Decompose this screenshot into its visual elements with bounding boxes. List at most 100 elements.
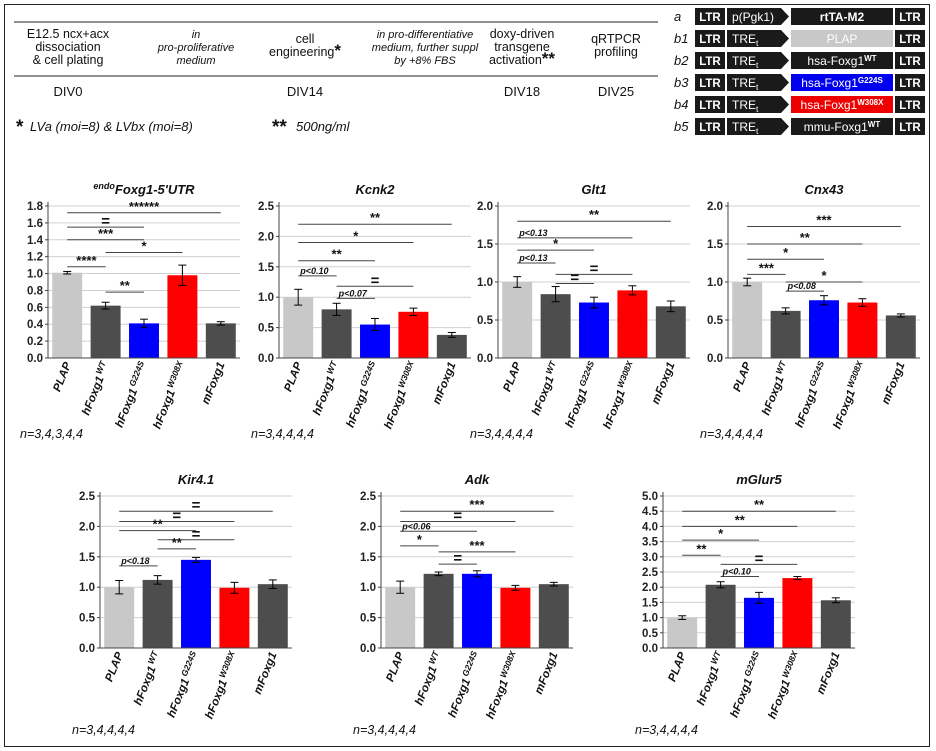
sample-size-label: n=3,4,3,4,4 xyxy=(20,427,83,441)
significance-label: ** xyxy=(800,230,811,245)
ltr-right-box xyxy=(895,30,925,47)
category-base: hFoxg1 xyxy=(383,388,409,430)
bar xyxy=(398,311,429,358)
y-tick-label: 1.0 xyxy=(79,582,95,594)
chart-title: Glt1 xyxy=(581,182,606,197)
y-tick-label: 1.5 xyxy=(79,552,96,564)
category-superscript: WT xyxy=(427,649,442,666)
category-base: hFoxg1 xyxy=(447,677,473,719)
y-tick-label: 1.5 xyxy=(477,239,494,251)
ltr-left-box xyxy=(695,74,725,91)
significance-label: ** xyxy=(696,541,707,556)
significance-label: = xyxy=(101,213,110,230)
promoter-label: p(Pgk1) xyxy=(732,10,774,24)
category-base: hFoxg1 xyxy=(114,387,140,429)
bar xyxy=(257,584,288,648)
y-tick-label: 1.2 xyxy=(27,252,43,264)
y-tick-label: 0.6 xyxy=(27,302,43,314)
ltr-right-box xyxy=(895,74,925,91)
y-tick-label: 0.5 xyxy=(360,613,377,625)
y-tick-label: 5.0 xyxy=(642,491,658,503)
significance-label: ** xyxy=(370,210,381,225)
gene-box xyxy=(791,8,893,25)
category-label: hFoxg1WT xyxy=(527,359,562,417)
protocol-step-label: transgene xyxy=(494,40,550,54)
protocol-day: DIV0 xyxy=(54,84,83,99)
category-superscript: G224S xyxy=(358,359,377,388)
category-label: hFoxg1W308X xyxy=(829,358,870,430)
ltr-left-label: LTR xyxy=(699,34,721,46)
category-label: hFoxg1G224S xyxy=(342,359,382,429)
category-base: hFoxg1 xyxy=(832,388,858,430)
bar xyxy=(423,573,454,648)
category-label: hFoxg1WT xyxy=(308,359,343,417)
construct-id: b4 xyxy=(674,97,688,112)
significance-label: p<0.07 xyxy=(338,288,368,298)
category-superscript: G224S xyxy=(460,649,479,678)
y-tick-label: 1.5 xyxy=(707,239,724,251)
significance-label: = xyxy=(192,497,201,514)
category-label: hFoxg1G224S xyxy=(163,649,203,719)
chart-mglur5: mGlur5 0.0 0.5 1.0 1.5 2.0 2.5 3.0 3.5 4.0 4.5 5.0 *… xyxy=(627,468,867,737)
category-superscript: W308X xyxy=(780,648,800,679)
y-tick-label: 0.0 xyxy=(258,353,274,365)
gene-label: rtTA-M2 xyxy=(820,10,865,24)
bar xyxy=(617,290,648,358)
bar xyxy=(500,587,531,648)
category-label: hFoxg1W308X xyxy=(599,358,640,430)
ltr-right-label: LTR xyxy=(899,12,921,24)
bar xyxy=(885,315,916,358)
category-label: hFoxg1W308X xyxy=(764,648,805,720)
chart-svg: Cnx430.00.51.01.52.0**********p<0.08PLAP… xyxy=(700,182,920,441)
bar xyxy=(321,309,352,358)
significance-label: * xyxy=(783,245,789,260)
category-base: hFoxg1 xyxy=(311,375,337,417)
y-tick-label: 2.5 xyxy=(79,491,96,503)
significance-label: *** xyxy=(759,260,775,275)
significance-label: ** xyxy=(172,535,183,550)
category-base: hFoxg1 xyxy=(794,387,820,429)
significance-label: *** xyxy=(816,213,832,228)
category-base: mFoxg1 xyxy=(252,651,280,696)
ltr-left-label: LTR xyxy=(699,78,721,90)
y-tick-label: 1.5 xyxy=(258,262,275,274)
protocol-step-label: dissociation xyxy=(35,40,100,54)
category-label: mFoxg1 xyxy=(252,651,280,696)
significance-label: p<0.10 xyxy=(722,567,751,577)
category-label: PLAP xyxy=(501,360,524,393)
category-label: hFoxg1G224S xyxy=(561,359,601,429)
gene-box xyxy=(791,96,893,113)
sample-size-label: n=3,4,4,4,4 xyxy=(251,427,314,441)
y-tick-label: 3.0 xyxy=(642,552,658,564)
ltr-left-label: LTR xyxy=(699,100,721,112)
y-tick-label: 3.5 xyxy=(642,537,659,549)
category-base: mFoxg1 xyxy=(533,651,561,696)
y-tick-label: 2.0 xyxy=(477,201,493,213)
gene-superscript: WT xyxy=(868,120,881,129)
bar xyxy=(667,617,698,648)
y-tick-label: 0.4 xyxy=(27,319,44,331)
bar xyxy=(167,275,198,358)
significance-label: p<0.06 xyxy=(401,521,431,531)
gene-box xyxy=(791,30,893,47)
footnote-2-text: 500ng/ml xyxy=(296,119,351,134)
gene-label: hsa-Foxg1WT xyxy=(807,54,876,68)
category-superscript: G224S xyxy=(807,359,826,388)
significance-label: = xyxy=(453,508,462,525)
bar xyxy=(462,573,492,648)
chart-kcnk2: Kcnk2 0.0 0.5 1.0 1.5 2.0 2.5 ** * ** p<0.10 = p<0.0… xyxy=(243,178,483,441)
gene-box xyxy=(791,74,893,91)
y-tick-label: 2.0 xyxy=(707,201,723,213)
bar xyxy=(705,584,736,648)
category-base: mFoxg1 xyxy=(431,361,459,406)
y-tick-label: 2.0 xyxy=(79,521,95,533)
significance-label: p<0.18 xyxy=(120,556,149,566)
significance-label: * xyxy=(353,228,359,243)
promoter-arrow xyxy=(727,96,789,113)
significance-label: = xyxy=(755,550,764,567)
protocol-step-label: in pro-differentiative xyxy=(377,29,474,41)
category-label: hFoxg1WT xyxy=(410,649,445,707)
bar xyxy=(90,305,121,358)
chart-svg: mGlur5 0.0 0.5 1.0 1.5 2.0 2.5 3.0 3.5 4.0 4.5 5.0 *… xyxy=(635,472,855,737)
